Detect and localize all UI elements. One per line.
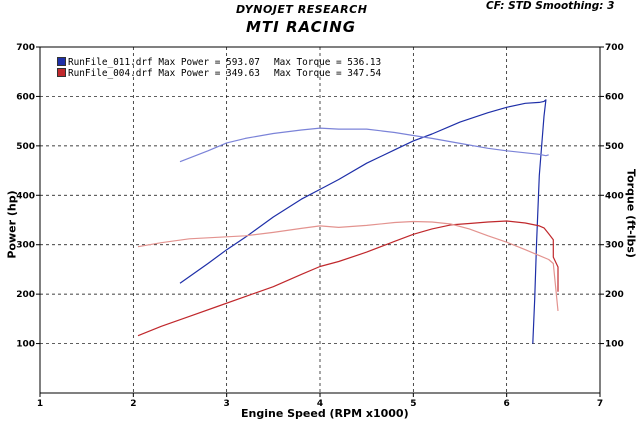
x-tick-label: 4 [317,399,323,409]
y-tick-label-right: 100 [605,340,624,350]
company-name: DYNOJET RESEARCH [236,3,368,16]
y-tick-label-right: 200 [605,290,624,300]
legend-swatch-run-004 [57,68,66,77]
y-tick-label-left: 600 [16,92,35,102]
y-tick-label-left: 300 [16,241,35,251]
y-tick-label-right: 500 [605,142,624,152]
chart-title: MTI RACING [246,18,357,36]
y-tick-label-left: 700 [16,43,35,53]
y-tick-label-left: 400 [16,191,35,201]
x-tick-label: 3 [224,399,230,409]
x-tick-label: 5 [410,399,416,409]
y-tick-label-right: 300 [605,241,624,251]
legend-max-torque-run-011: Max Torque = 536.13 [273,57,382,68]
x-tick-label: 6 [504,399,510,409]
y-tick-label-left: 500 [16,142,35,152]
series-line-runfile-004-drf-torque [137,220,559,311]
legend-entry-run-004: RunFile_004.drf Max Power = 349.63 Max To… [57,68,381,79]
settings-readout: CF: STD Smoothing: 3 [486,0,615,12]
y-tick-label-left: 100 [16,340,35,350]
series-line-runfile-011-drf-power [179,99,547,344]
legend-max-torque-run-004: Max Torque = 347.54 [273,68,382,79]
x-tick-label: 1 [37,399,43,409]
x-tick-label: 7 [597,399,603,409]
legend-file-run-011: RunFile_011.drf [68,57,153,68]
x-axis-title: Engine Speed (RPM x1000) [241,407,409,420]
series-line-runfile-004-drf-power [137,220,559,337]
y-axis-title-power: Power (hp) [5,190,19,259]
y-axis-title-torque: Torque (ft-lbs) [624,169,638,258]
x-tick-label: 2 [130,399,136,409]
legend-swatch-run-011 [57,57,66,66]
legend-max-power-run-004: Max Power = 349.63 [158,68,260,79]
legend-file-run-004: RunFile_004.drf [68,68,153,79]
y-tick-label-left: 200 [16,290,35,300]
y-tick-label-right: 600 [605,92,624,102]
series-line-runfile-011-drf-torque [179,127,549,163]
legend-entry-run-011: RunFile_011.drf Max Power = 593.07 Max To… [57,57,381,68]
legend-max-power-run-011: Max Power = 593.07 [158,57,260,68]
y-tick-label-right: 400 [605,191,624,201]
y-tick-label-right: 700 [605,43,624,53]
